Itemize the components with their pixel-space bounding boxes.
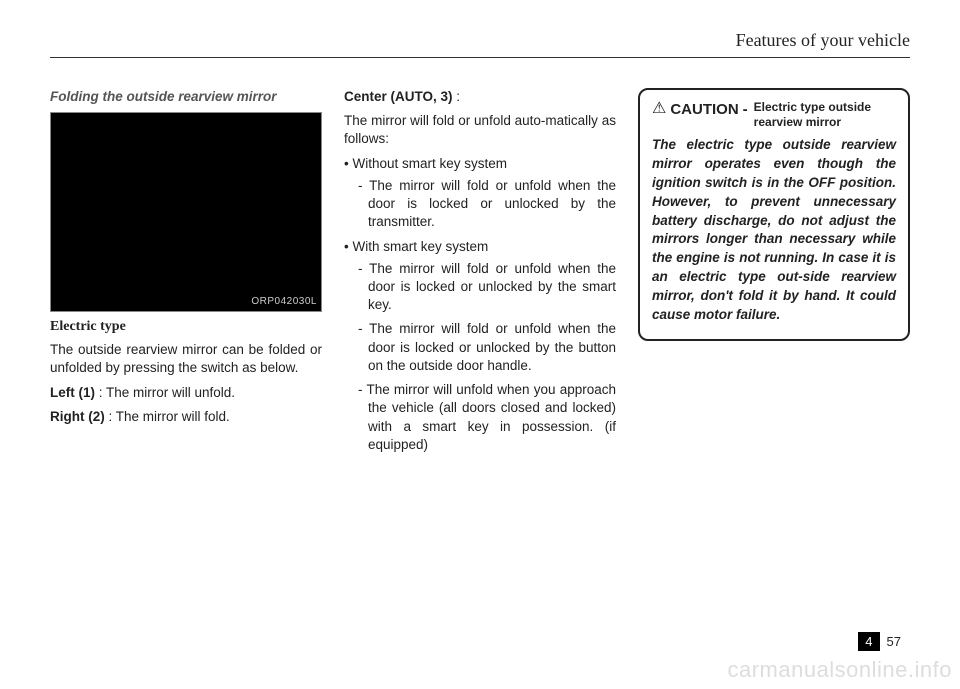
left-label: Left (1) [50,385,95,400]
bullet-item: Without smart key system [344,155,616,173]
page-header: Features of your vehicle [50,30,910,57]
center-label: Center (AUTO, 3) [344,89,453,104]
caution-subtitle: Electric type outside rearview mirror [754,100,896,130]
figure-caption: ORP042030L [251,295,317,309]
left-option: Left (1) : The mirror will unfold. [50,384,322,402]
header-title: Features of your vehicle [736,30,910,50]
page-number: 4 57 [858,632,908,651]
dash-item: The mirror will fold or unfold when the … [344,320,616,375]
content-columns: Folding the outside rearview mirror ORP0… [50,88,910,460]
chapter-number: 4 [858,632,879,651]
section-title: Folding the outside rearview mirror [50,88,322,106]
watermark: carmanualsonline.info [727,657,952,683]
right-text: : The mirror will fold. [105,409,230,424]
right-label: Right (2) [50,409,105,424]
left-text: : The mirror will unfold. [95,385,235,400]
caution-title-row: ⚠ CAUTION - Electric type outside rearvi… [652,100,896,130]
column-3: ⚠ CAUTION - Electric type outside rearvi… [638,88,910,460]
caution-body: The electric type outside rearview mirro… [652,136,896,325]
warning-icon: ⚠ [652,101,666,117]
bullet-item: With smart key system [344,238,616,256]
header-rule [50,57,910,58]
paragraph: The outside rearview mirror can be folde… [50,341,322,377]
right-option: Right (2) : The mirror will fold. [50,408,322,426]
column-1: Folding the outside rearview mirror ORP0… [50,88,322,460]
dash-item: The mirror will unfold when you approach… [344,381,616,454]
dash-item: The mirror will fold or unfold when the … [344,177,616,232]
center-heading: Center (AUTO, 3) : [344,88,616,106]
figure-placeholder: ORP042030L [50,112,322,312]
center-suffix: : [453,89,461,104]
caution-word: CAUTION [670,100,738,120]
column-2: Center (AUTO, 3) : The mirror will fold … [344,88,616,460]
dash-item: The mirror will fold or unfold when the … [344,260,616,315]
caution-box: ⚠ CAUTION - Electric type outside rearvi… [638,88,910,341]
center-intro: The mirror will fold or unfold auto-mati… [344,112,616,148]
manual-page: Features of your vehicle Folding the out… [0,0,960,689]
sub-heading: Electric type [50,318,322,337]
caution-dash: - [743,100,748,120]
page-number-value: 57 [880,632,908,651]
